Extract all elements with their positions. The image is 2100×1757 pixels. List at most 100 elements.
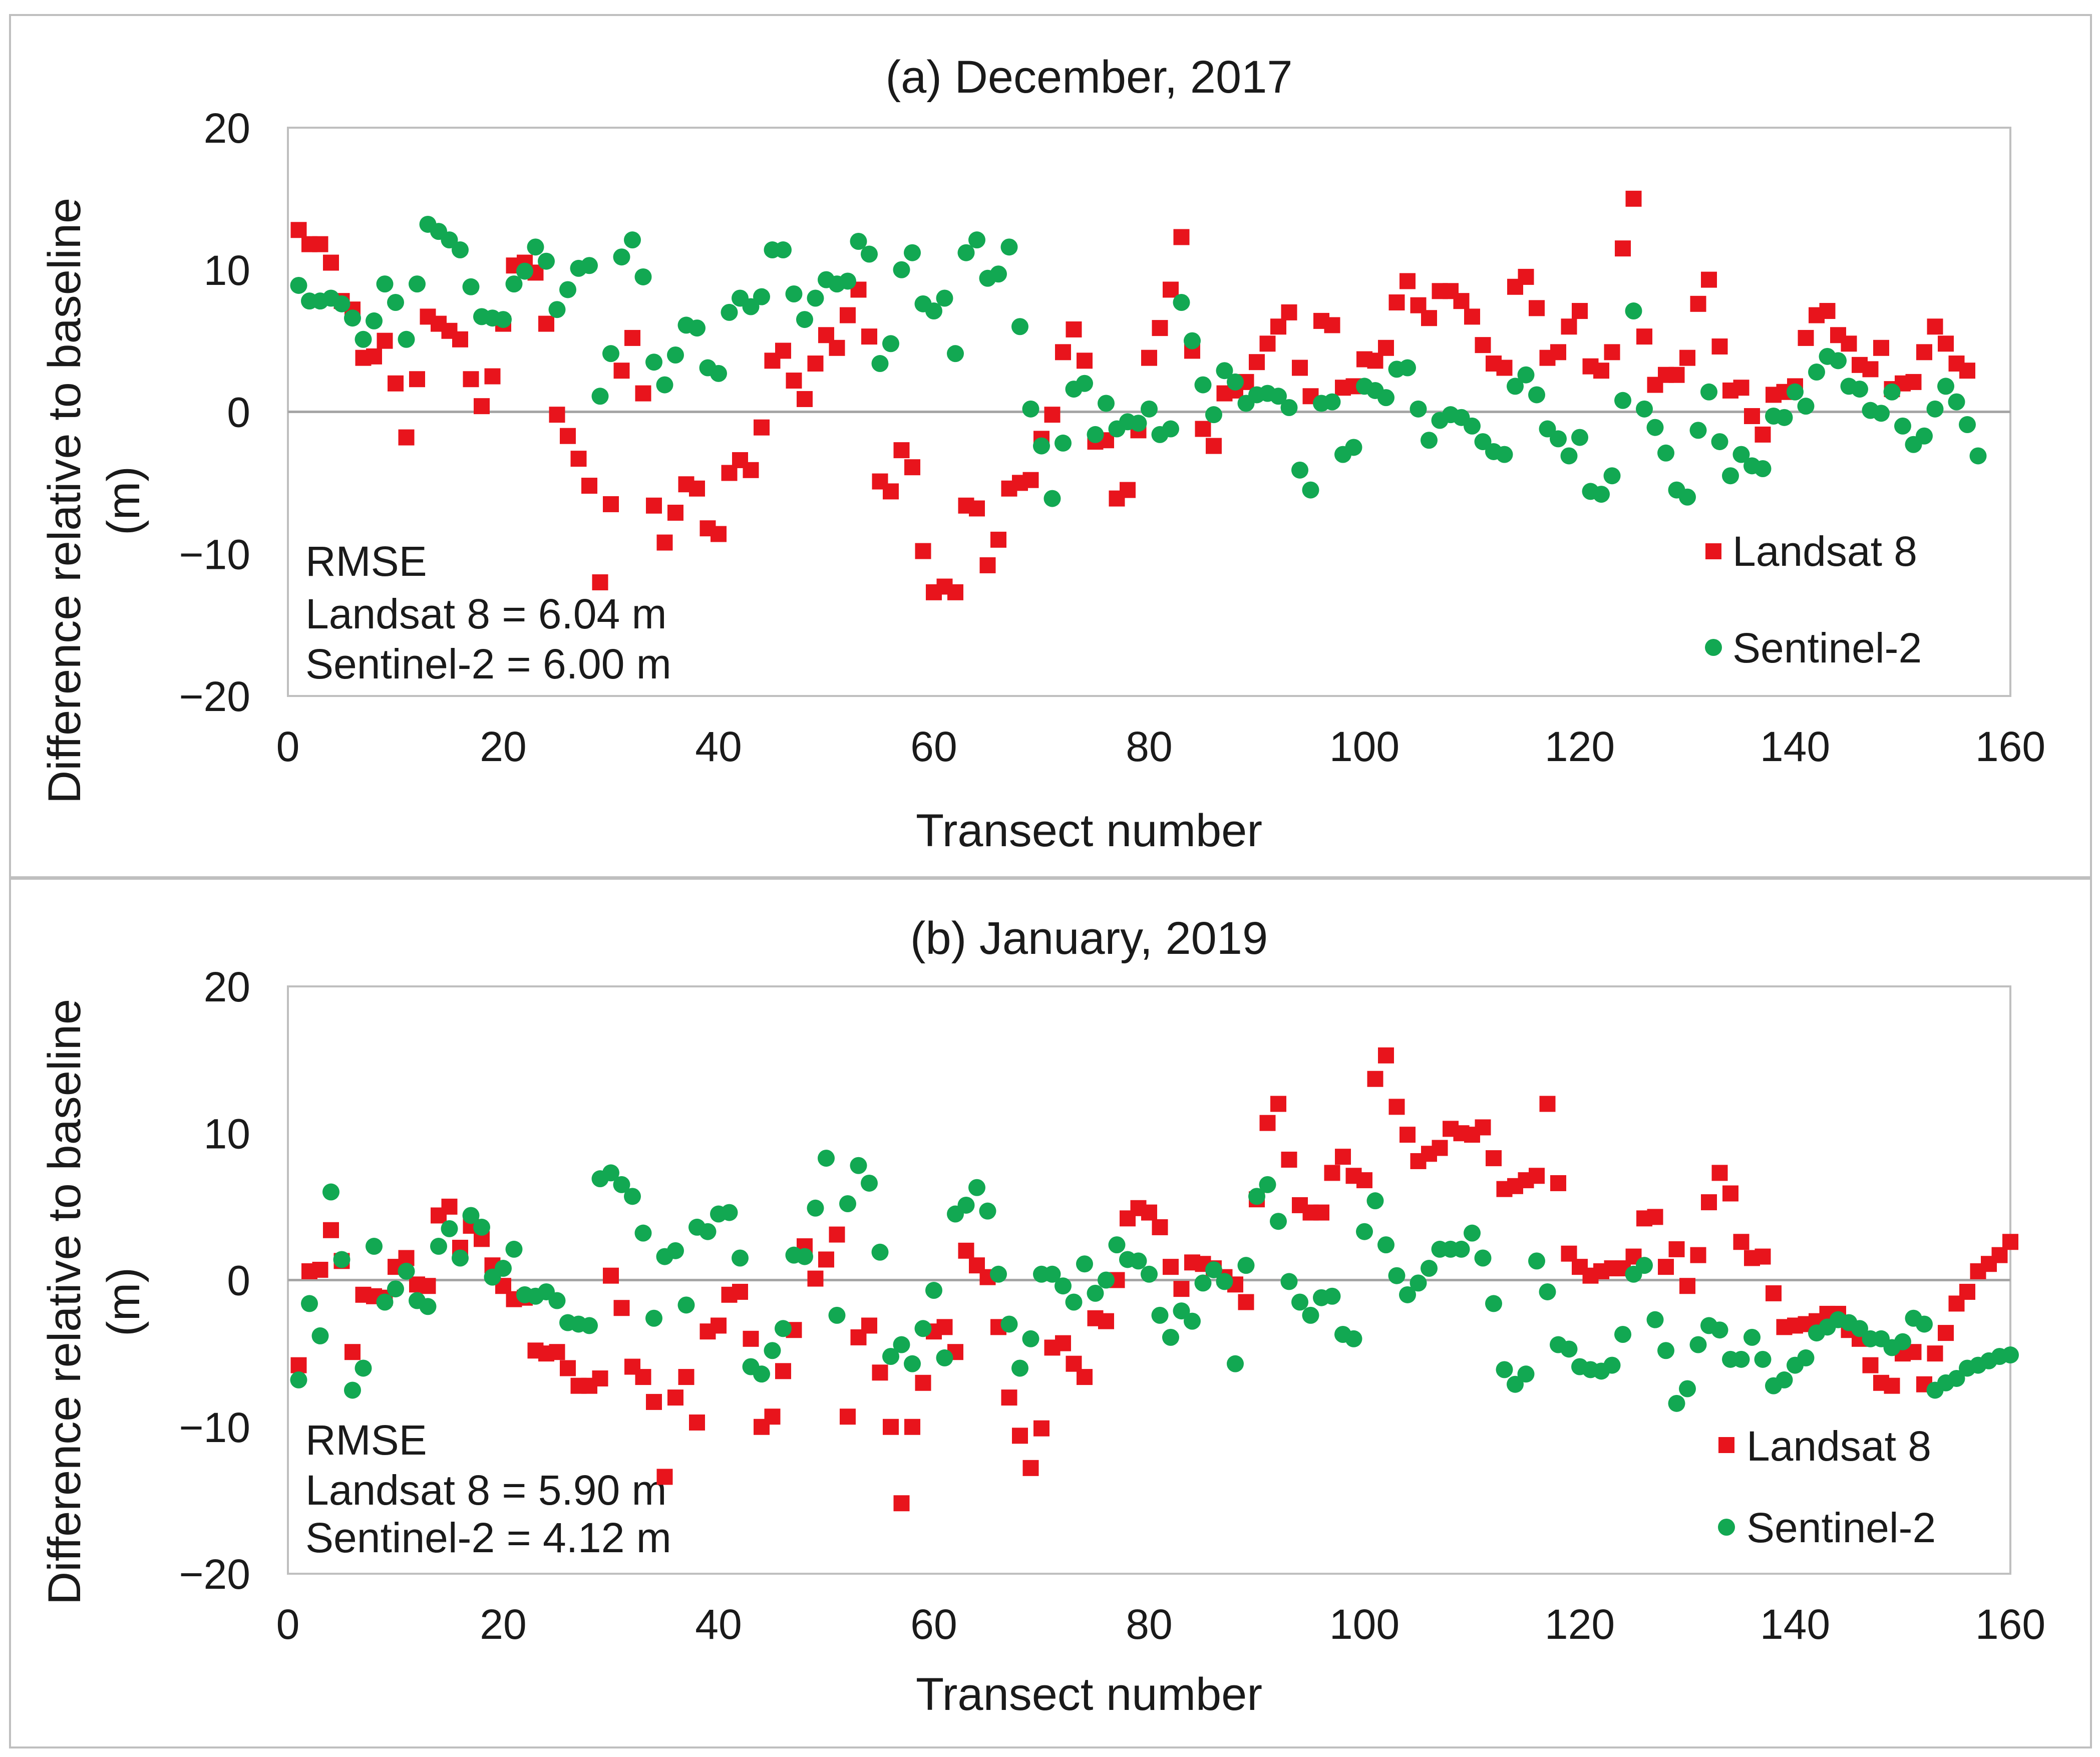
landsat-point [1701, 1194, 1717, 1211]
x-axis-label: Transect number [916, 1669, 1262, 1720]
y-tick-label: 0 [227, 1257, 250, 1304]
landsat-point [1324, 317, 1340, 333]
sentinel-point [667, 1242, 684, 1259]
landsat-point [743, 1330, 759, 1347]
landsat-point [936, 1319, 953, 1335]
sentinel-point [1700, 383, 1717, 401]
legend-sentinel-marker [1705, 639, 1722, 656]
legend-sentinel-label: Sentinel-2 [1746, 1504, 1936, 1551]
sentinel-point [1000, 238, 1018, 256]
landsat-point [915, 1374, 931, 1391]
sentinel-point [398, 1262, 415, 1280]
landsat-point [1044, 407, 1061, 423]
sentinel-point [1646, 1311, 1664, 1328]
sentinel-point [1011, 1359, 1028, 1377]
landsat-point [883, 483, 899, 500]
landsat-point [1066, 321, 1082, 337]
sentinel-point [1507, 1375, 1524, 1393]
sentinel-point [1323, 1287, 1341, 1305]
landsat-point [1518, 268, 1534, 285]
x-tick-label: 60 [910, 723, 957, 770]
sentinel-point [1399, 359, 1416, 377]
landsat-point [1388, 1099, 1405, 1115]
sentinel-point [624, 231, 641, 249]
landsat-point [312, 236, 328, 252]
landsat-point [764, 1409, 781, 1425]
sentinel-point [344, 1381, 361, 1399]
landsat-point [915, 543, 931, 559]
y-tick-label: 20 [204, 105, 250, 152]
landsat-point [1388, 294, 1405, 311]
sentinel-point [968, 231, 985, 249]
sentinel-point [1593, 486, 1610, 503]
landsat-point [1259, 1115, 1276, 1131]
landsat-point [290, 1357, 307, 1373]
landsat-point [1270, 318, 1286, 335]
sentinel-point [1194, 376, 1212, 394]
landsat-point [1055, 1335, 1071, 1351]
landsat-point [1701, 271, 1717, 288]
sentinel-point [1141, 1265, 1158, 1283]
sentinel-point [1926, 400, 1944, 418]
sentinel-point [1776, 409, 1793, 426]
landsat-point [1173, 229, 1190, 245]
sentinel-point [473, 1218, 490, 1236]
sentinel-point [764, 1342, 781, 1359]
landsat-point [635, 1369, 651, 1385]
landsat-point [592, 1370, 608, 1386]
x-tick-label: 120 [1545, 723, 1615, 770]
sentinel-point [904, 1355, 921, 1372]
landsat-point [689, 480, 705, 497]
sentinel-point [495, 1260, 512, 1277]
sentinel-point [1043, 1265, 1061, 1283]
sentinel-point [1571, 429, 1588, 446]
sentinel-point [1625, 302, 1642, 320]
landsat-point [474, 398, 490, 415]
sentinel-point [753, 1365, 770, 1383]
landsat-point [570, 451, 587, 467]
y-axis-label-group: Difference relative to baseline (m) [39, 999, 149, 1605]
sentinel-point [645, 354, 662, 371]
landsat-point [1012, 1428, 1028, 1444]
sentinel-point [882, 335, 899, 353]
sentinel-point [419, 1298, 437, 1315]
sentinel-point [1141, 400, 1158, 418]
sentinel-point [1162, 420, 1179, 438]
y-tick-label: 10 [204, 247, 250, 294]
sentinel-point [1830, 352, 1847, 370]
sentinel-point [1679, 1380, 1696, 1397]
landsat-point [1453, 293, 1470, 309]
landsat-point [1077, 353, 1093, 369]
landsat-point [290, 222, 307, 238]
sentinel-point [1377, 1236, 1394, 1254]
sentinel-point [322, 1183, 339, 1201]
sentinel-point [1022, 1330, 1039, 1347]
sentinel-point [1000, 1315, 1018, 1333]
landsat-point [1733, 1234, 1749, 1250]
landsat-point [1625, 190, 1642, 207]
sentinel-point [1496, 1361, 1513, 1378]
landsat-point [1690, 295, 1706, 312]
sentinel-point [1011, 318, 1028, 335]
landsat-point [463, 371, 479, 388]
panel-frame [9, 878, 2092, 1748]
x-tick-label: 100 [1329, 723, 1399, 770]
sentinel-point [1517, 1365, 1535, 1383]
sentinel-point [1205, 406, 1222, 424]
sentinel-point [1270, 388, 1287, 405]
panel-a: (a) December, 2017 Difference relative t… [9, 14, 2092, 878]
landsat-point [1722, 1185, 1738, 1202]
sentinel-point [1722, 467, 1739, 485]
sentinel-point [1797, 1349, 1815, 1366]
landsat-point [1690, 1247, 1706, 1263]
landsat-point [1270, 1096, 1286, 1112]
sentinel-point [742, 298, 760, 315]
landsat-point [1077, 1369, 1093, 1385]
landsat-point [840, 1409, 856, 1425]
sentinel-point [1732, 1350, 1750, 1368]
sentinel-point [1603, 467, 1621, 485]
sentinel-point [1711, 1321, 1728, 1339]
sentinel-point [775, 1320, 792, 1337]
sentinel-point [1410, 400, 1427, 418]
